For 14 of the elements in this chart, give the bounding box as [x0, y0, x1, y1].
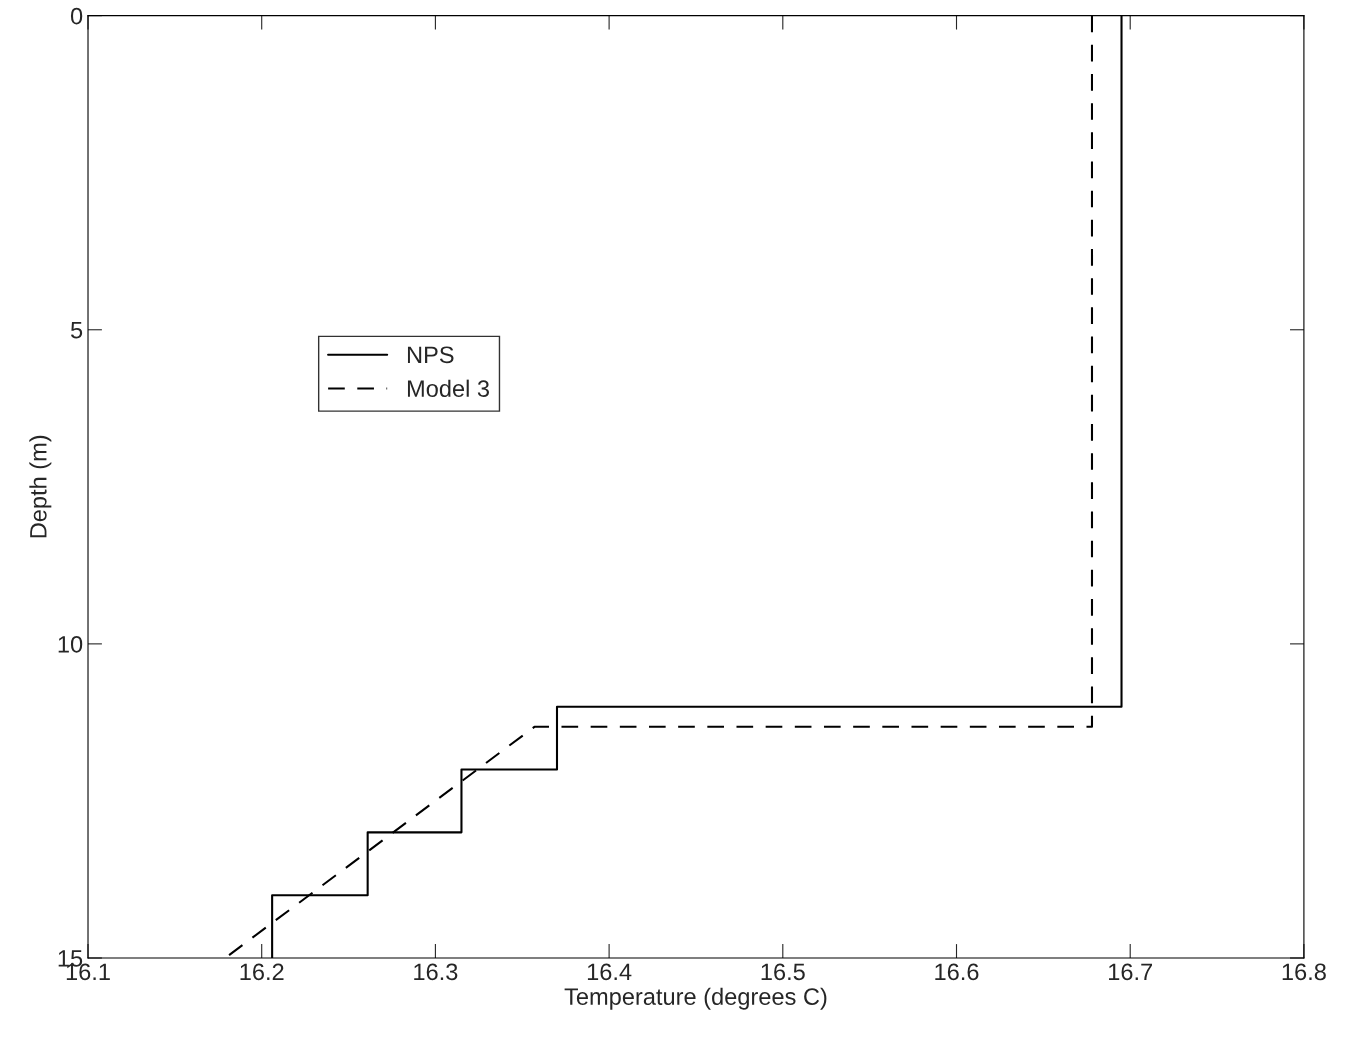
x-tick-label: 16.5 — [761, 963, 805, 981]
x-axis-title: Temperature (degrees C) — [564, 987, 827, 1010]
y-tick-label: 5 — [70, 322, 83, 339]
legend-label: NPS — [407, 346, 454, 364]
legend-label: Model 3 — [407, 379, 489, 397]
x-tick-label: 16.7 — [1109, 963, 1152, 981]
x-tick-label: 16.3 — [414, 963, 458, 981]
y-tick-label: 10 — [58, 635, 83, 653]
y-tick-label: 0 — [70, 7, 83, 25]
x-tick-label: 16.6 — [935, 963, 979, 981]
x-tick-label: 16.4 — [587, 963, 632, 981]
x-tick-label: 16.8 — [1282, 963, 1326, 981]
y-axis-title: Depth (m) — [29, 435, 52, 538]
x-tick-label: 16.2 — [240, 963, 284, 981]
